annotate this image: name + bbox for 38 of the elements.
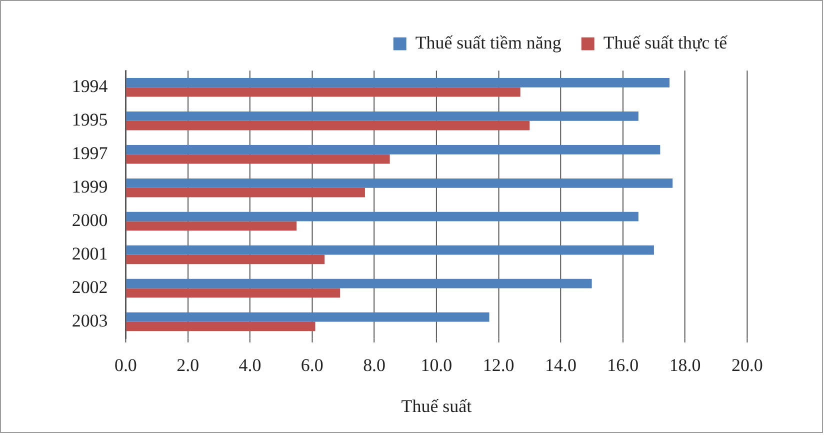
bar: [126, 212, 638, 222]
x-tick-label: 20.0: [731, 354, 763, 375]
x-tick-label: 4.0: [238, 354, 262, 375]
bar: [126, 322, 316, 332]
y-tick-label: 1994: [72, 76, 108, 96]
x-tick-label: 8.0: [363, 354, 386, 375]
bar: [126, 188, 365, 198]
y-tick-label: 1995: [72, 110, 108, 130]
y-tick-label: 2003: [72, 310, 108, 330]
x-tick-label: 18.0: [669, 354, 701, 375]
x-axis-title: Thuế suất: [401, 396, 472, 416]
x-tick-label: 16.0: [607, 354, 639, 375]
bar: [126, 245, 654, 255]
y-tick-label: 2001: [72, 243, 108, 264]
bar: [126, 78, 670, 88]
bar: [126, 278, 592, 288]
y-tick-label: 1999: [72, 176, 108, 197]
x-tick-label: 12.0: [482, 354, 514, 375]
legend-label: Thuế suất tiềm năng: [415, 32, 562, 53]
legend-label: Thuế suất thực tế: [603, 32, 728, 53]
bar: [126, 144, 660, 154]
x-tick-label: 10.0: [420, 354, 452, 375]
bar: [126, 221, 297, 231]
y-tick-label: 1997: [72, 143, 108, 164]
bar: [126, 87, 520, 97]
bar: [126, 112, 638, 121]
x-tick-label: 0.0: [114, 354, 137, 375]
x-tick-label: 6.0: [300, 354, 324, 375]
bar: [126, 288, 340, 298]
bar: [126, 154, 390, 164]
bar: [126, 120, 530, 130]
bar: [126, 312, 490, 322]
y-tick-label: 2000: [72, 210, 108, 230]
bar: [126, 254, 325, 264]
bar: [126, 178, 673, 188]
y-tick-label: 2002: [72, 276, 108, 297]
x-tick-label: 14.0: [545, 354, 576, 375]
x-tick-label: 2.0: [176, 354, 200, 375]
